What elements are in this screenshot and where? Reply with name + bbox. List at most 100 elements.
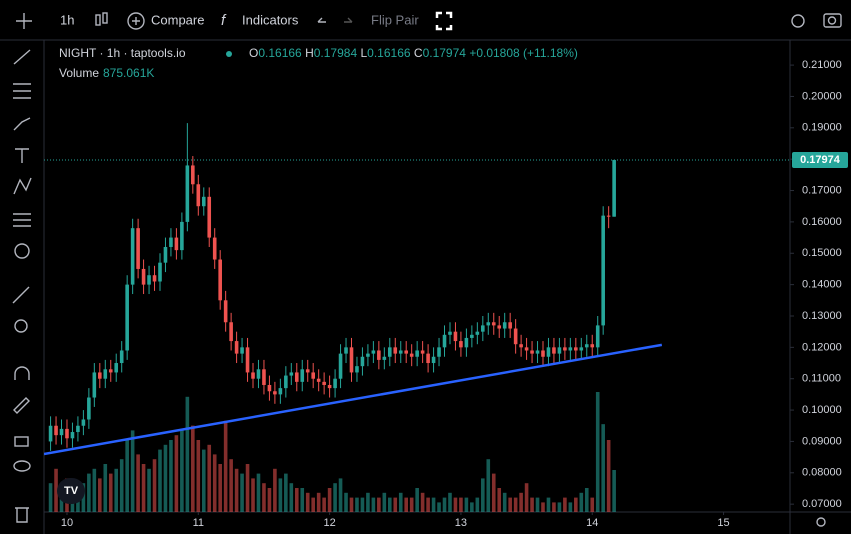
settings-icon[interactable] bbox=[791, 14, 805, 28]
candle-body bbox=[305, 369, 310, 373]
fullscreen-icon[interactable] bbox=[435, 11, 453, 31]
candle-body bbox=[442, 334, 447, 348]
lock-tool[interactable] bbox=[14, 436, 29, 447]
volume-bar bbox=[453, 497, 458, 512]
axis-settings-icon[interactable] bbox=[816, 517, 826, 527]
emoji-tool[interactable] bbox=[14, 243, 30, 259]
drawing-mode-tool[interactable] bbox=[13, 397, 30, 414]
indicators-button[interactable]: Indicators bbox=[242, 12, 299, 27]
x-tick-label: 13 bbox=[455, 517, 467, 529]
volume-bar bbox=[251, 478, 255, 512]
x-tick-label: 12 bbox=[323, 517, 335, 529]
interval-button[interactable]: 1h bbox=[60, 12, 74, 27]
volume-bar bbox=[349, 497, 354, 512]
fib-tool[interactable] bbox=[13, 83, 31, 99]
volume-bar bbox=[48, 483, 53, 512]
readout-label: L bbox=[360, 46, 367, 60]
zoom-tool[interactable] bbox=[14, 319, 28, 333]
prediction-tool[interactable] bbox=[13, 213, 31, 227]
volume-bar bbox=[355, 497, 359, 512]
volume-bar bbox=[382, 492, 387, 512]
x-tick-label: 10 bbox=[61, 517, 73, 529]
candle-body bbox=[185, 165, 190, 222]
volume-bar bbox=[119, 459, 124, 512]
candle-body bbox=[387, 347, 392, 357]
volume-bar bbox=[491, 473, 496, 512]
volume-bar bbox=[502, 492, 507, 512]
volume-bar bbox=[174, 435, 179, 512]
x-tick-label: 11 bbox=[193, 517, 204, 529]
volume-bar bbox=[393, 497, 398, 512]
volume-bar bbox=[371, 497, 376, 512]
candle-body bbox=[355, 366, 359, 373]
last-price-tag bbox=[792, 151, 848, 168]
volume-bar bbox=[590, 497, 595, 512]
volume-bar bbox=[141, 464, 146, 512]
volume-bar bbox=[513, 497, 518, 512]
volume-readout: 875.061K bbox=[103, 66, 154, 80]
y-tick-label: 0.15000 bbox=[802, 247, 842, 259]
legend-title: NIGHT · 1h · taptools.io bbox=[59, 46, 186, 60]
candle-body bbox=[574, 347, 578, 351]
volume-bar bbox=[125, 440, 129, 512]
candle-body bbox=[491, 322, 496, 326]
crosshair-icon bbox=[16, 13, 32, 29]
volume-bar bbox=[612, 469, 616, 512]
candle-body bbox=[158, 262, 162, 282]
trendline-tool[interactable] bbox=[13, 49, 31, 65]
compare-icon[interactable] bbox=[127, 12, 145, 30]
volume-bar bbox=[366, 492, 370, 512]
compare-button[interactable]: Compare bbox=[151, 12, 204, 27]
candle-body bbox=[223, 300, 228, 323]
undo-icon[interactable] bbox=[317, 17, 326, 23]
volume-bar bbox=[568, 502, 573, 512]
volume-bar bbox=[360, 497, 365, 512]
volume-bar bbox=[169, 440, 173, 512]
y-tick-label: 0.19000 bbox=[802, 122, 842, 134]
candle-body bbox=[180, 221, 184, 251]
brush-tool[interactable] bbox=[13, 117, 31, 131]
candle-body bbox=[437, 347, 441, 357]
candle-body bbox=[426, 353, 430, 364]
candle-body bbox=[377, 350, 381, 360]
candle-body bbox=[87, 397, 91, 420]
pattern-tool[interactable] bbox=[13, 177, 32, 195]
volume-bar bbox=[415, 488, 419, 512]
volume-bar bbox=[163, 444, 168, 512]
magnet-tool[interactable] bbox=[14, 366, 30, 380]
candle-body bbox=[141, 268, 146, 285]
volume-bar bbox=[289, 483, 294, 512]
chart-style-button[interactable] bbox=[95, 12, 108, 26]
candle-body bbox=[81, 419, 86, 426]
candle-body bbox=[349, 347, 354, 373]
text-tool[interactable] bbox=[15, 148, 29, 163]
candle-body bbox=[338, 353, 343, 379]
volume-bar bbox=[530, 497, 534, 512]
candle-body bbox=[502, 322, 507, 329]
volume-bar bbox=[398, 492, 403, 512]
redo-icon[interactable] bbox=[344, 17, 353, 23]
candle-body bbox=[322, 381, 326, 385]
remove-tool[interactable] bbox=[15, 507, 29, 523]
volume-bar bbox=[486, 459, 491, 512]
candle-body bbox=[546, 347, 551, 357]
readout-label: O bbox=[249, 46, 258, 60]
flip-pair-button[interactable]: Flip Pair bbox=[371, 12, 419, 27]
ruler-tool[interactable] bbox=[12, 286, 30, 304]
volume-bar bbox=[147, 468, 151, 512]
volume-bar bbox=[579, 492, 584, 512]
volume-bar bbox=[426, 497, 430, 512]
left-toolbar bbox=[12, 49, 32, 523]
volume-bar bbox=[256, 473, 261, 512]
volume-bar bbox=[108, 473, 113, 512]
plot-area bbox=[44, 123, 790, 512]
volume-bar bbox=[574, 497, 578, 512]
volume-bar bbox=[552, 502, 556, 512]
candle-body bbox=[475, 331, 480, 335]
visibility-tool[interactable] bbox=[13, 460, 31, 472]
screenshot-icon[interactable] bbox=[823, 13, 842, 28]
candle-body bbox=[278, 388, 283, 395]
status-dot bbox=[226, 51, 232, 57]
volume-bar bbox=[92, 468, 97, 512]
volume-bar bbox=[136, 454, 140, 512]
